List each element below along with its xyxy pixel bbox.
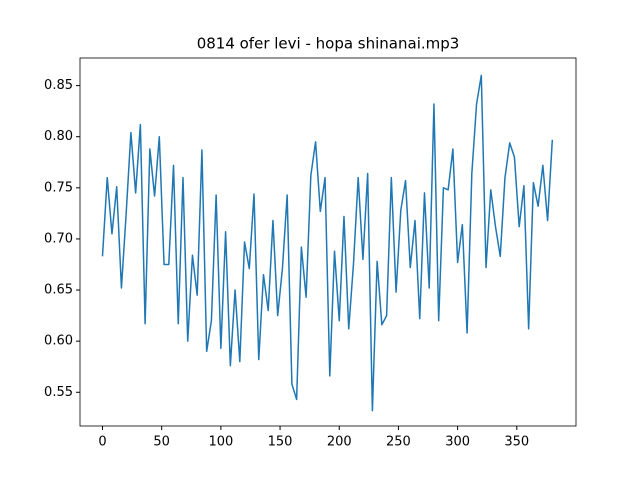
- y-tick-label: 0.85: [44, 78, 73, 93]
- y-tick-label: 0.70: [44, 231, 73, 246]
- y-tick-label: 0.65: [44, 283, 73, 298]
- x-tick-label: 250: [386, 435, 411, 450]
- x-tick-label: 0: [98, 435, 106, 450]
- x-tick-label: 200: [327, 435, 352, 450]
- y-tick-label: 0.80: [44, 129, 73, 144]
- x-tick-label: 350: [504, 435, 529, 450]
- x-tick-label: 150: [268, 435, 293, 450]
- x-tick-label: 100: [208, 435, 233, 450]
- line: [101, 74, 554, 412]
- y-tick-label: 0.75: [44, 180, 73, 195]
- y-tick-label: 0.55: [44, 385, 73, 400]
- chart-title: 0814 ofer levi - hopa shinanai.mp3: [197, 35, 460, 53]
- x-tick-label: 50: [153, 435, 170, 450]
- x-tick-label: 300: [445, 435, 470, 450]
- axes-frame: [79, 57, 577, 427]
- y-tick-label: 0.60: [44, 334, 73, 349]
